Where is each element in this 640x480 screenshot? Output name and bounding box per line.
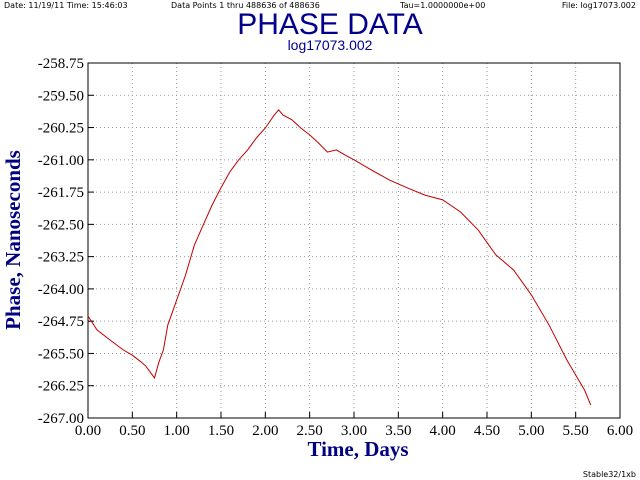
x-tick-label: 5.00 (518, 423, 544, 439)
header-date: Date: 11/19/11 Time: 15:46:03 (4, 1, 128, 10)
x-tick-label: 4.00 (430, 423, 456, 439)
y-tick-label: -265.50 (38, 346, 84, 362)
y-tick-label: -264.00 (38, 282, 84, 298)
x-axis-label: Time, Days (307, 437, 408, 461)
x-tick-label: 2.50 (297, 423, 323, 439)
y-tick-label: -266.25 (38, 379, 84, 395)
x-tick-label: 5.50 (563, 423, 589, 439)
chart-subtitle: log17073.002 (288, 37, 373, 53)
x-tick-label: 0.00 (75, 423, 101, 439)
x-tick-label: 0.50 (119, 423, 145, 439)
y-axis-label: Phase, Nanoseconds (1, 150, 25, 330)
header-points: Data Points 1 thru 488636 of 488636 (171, 1, 320, 10)
y-tick-label: -260.25 (38, 121, 84, 137)
y-tick-label: -258.75 (38, 56, 84, 72)
x-tick-label: 1.00 (164, 423, 190, 439)
x-tick-label: 4.50 (474, 423, 500, 439)
header-tau: Tau=1.0000000e+00 (399, 1, 485, 10)
footer: Stable32/1xb (583, 470, 636, 479)
x-tick-label: 2.00 (252, 423, 278, 439)
y-tick-label: -259.50 (38, 88, 84, 104)
x-tick-label: 1.50 (208, 423, 234, 439)
y-tick-label: -261.75 (38, 185, 84, 201)
y-tick-label: -263.25 (38, 250, 84, 266)
x-tick-label: 6.00 (607, 423, 633, 439)
header-file: File: log17073.002 (562, 1, 636, 10)
data-line (87, 109, 592, 406)
x-tick-label: 3.00 (341, 423, 367, 439)
y-tick-label: -262.50 (38, 217, 84, 233)
plot-frame (87, 62, 621, 419)
chart-title: PHASE DATA (237, 8, 423, 41)
x-tick-label: 3.50 (385, 423, 411, 439)
y-tick-label: -267.00 (38, 411, 84, 427)
y-tick-label: -261.00 (38, 153, 84, 169)
y-tick-label: -264.75 (38, 314, 84, 330)
